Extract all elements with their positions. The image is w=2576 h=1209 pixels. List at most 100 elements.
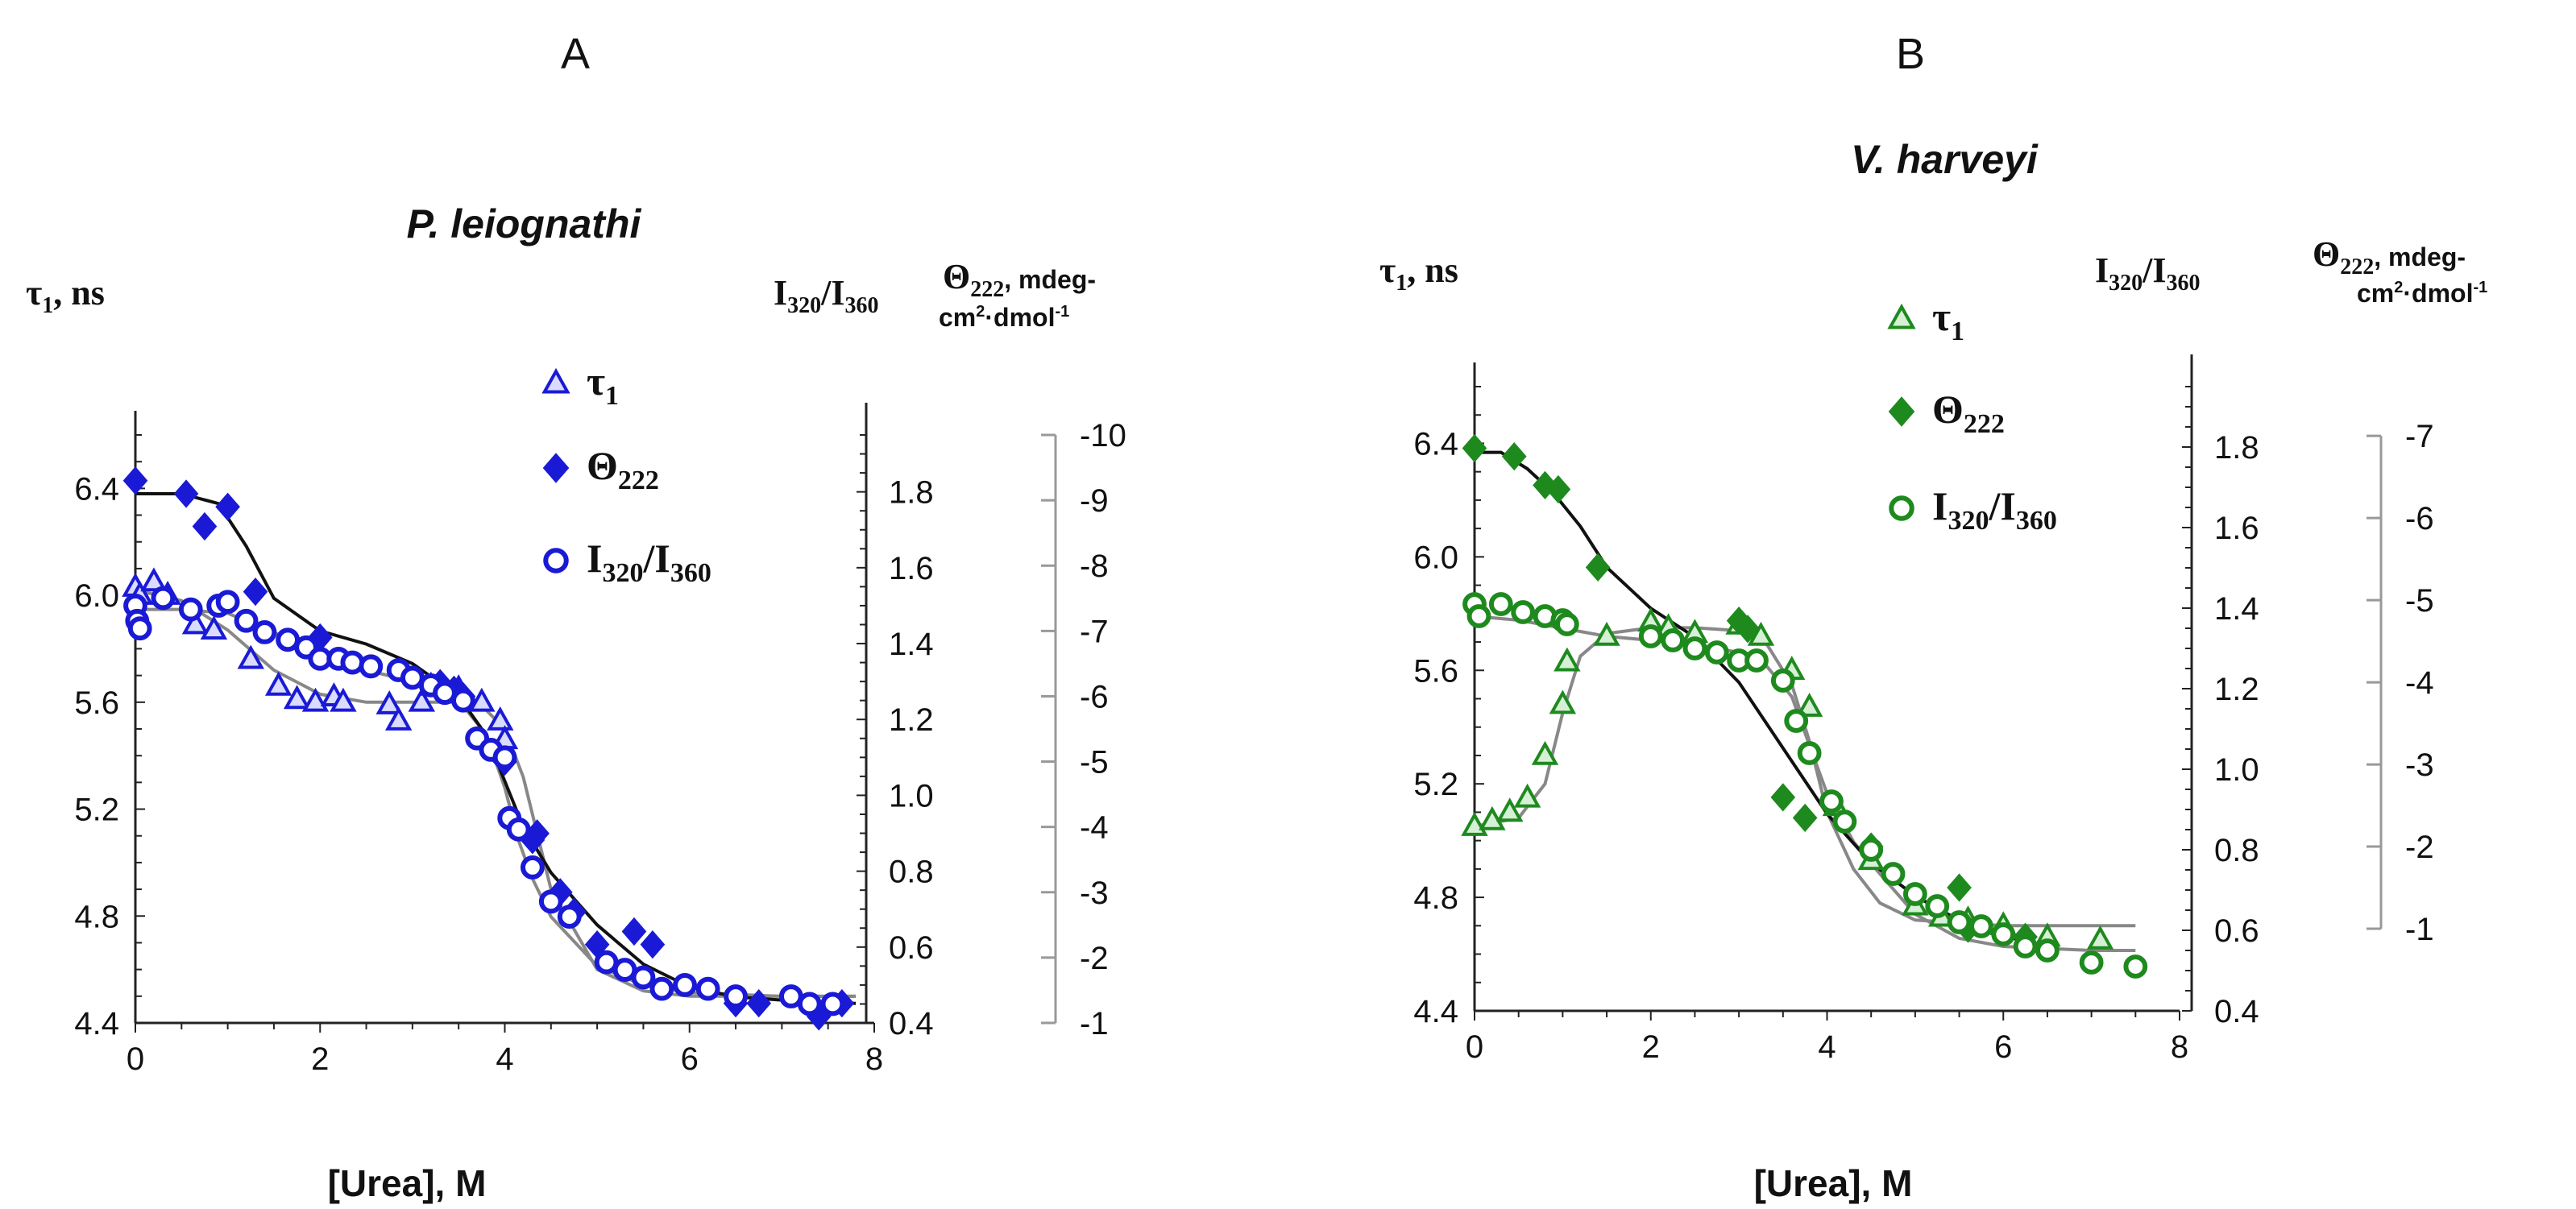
panel-b-point-circle — [1704, 640, 1729, 665]
y-axis-label-right2-a-line2: cm2·dmol-1 — [939, 303, 1069, 332]
panel-b-legend-label: Θ222 — [1932, 387, 2005, 439]
panel-b-point-diamond — [1770, 783, 1796, 812]
panel-b-y-right1-tick-label: 1.2 — [2214, 672, 2259, 707]
panel-a-y-left-tick-label: 5.2 — [74, 793, 119, 828]
legend-a: τ1 Θ222 I320/I360 — [541, 358, 711, 588]
panel-b-y-right2-tick-label: -1 — [2405, 912, 2434, 947]
panel-b-point-triangle — [1496, 797, 1524, 822]
panel-a-legend-label: τ1 — [587, 358, 619, 411]
chart-title-a: P. leiognathi — [407, 201, 642, 246]
panel-a-fit-tau — [135, 588, 857, 998]
panel-a-point-circle — [520, 855, 545, 880]
panel-a-y-left-tick-label: 5.6 — [74, 685, 119, 721]
panel-b-y-left-tick-label: 5.2 — [1413, 767, 1458, 802]
panel-b-y-right1-tick-label: 0.4 — [2214, 994, 2259, 1029]
panel-b-y-right1-tick-label: 1.4 — [2214, 591, 2259, 627]
panel-a-point-diamond — [192, 511, 218, 541]
panel-a-point-circle — [797, 992, 822, 1016]
panel-b-point-circle — [2079, 950, 2104, 975]
panel-a-y-right1-tick-label: 0.6 — [889, 930, 934, 966]
panel-a-y-right2-tick-label: -6 — [1080, 679, 1109, 714]
panel-b-point-triangle — [1593, 621, 1620, 646]
panel-a-point-circle — [252, 620, 277, 644]
panel-b-point-circle — [1832, 809, 1857, 834]
panel-b-point-circle — [1819, 789, 1844, 814]
y-axis-label-right2-a: Θ222, mdeg- — [943, 257, 1096, 302]
panel-a-x-tick-label: 4 — [496, 1041, 513, 1077]
panel-a-y-right2-tick-label: -8 — [1080, 549, 1109, 584]
panel-b-y-right2-tick-label: -7 — [2405, 419, 2434, 454]
panel-b-legend-label: I320/I360 — [1932, 483, 2057, 536]
panel-a-y-right1-tick-label: 1.6 — [889, 551, 934, 586]
panel-a-y-right2-tick-label: -3 — [1080, 876, 1109, 911]
panel-b-x-tick-label: 0 — [1466, 1029, 1483, 1065]
panel-b-y-right2-tick-label: -6 — [2405, 501, 2434, 536]
panel-b-y-right2-tick-label: -5 — [2405, 583, 2434, 619]
panel-b-y-right2-tick-label: -4 — [2405, 665, 2434, 701]
panel-a-y-right1-tick-label: 0.4 — [889, 1006, 934, 1041]
panel-a-point-triangle — [140, 567, 168, 592]
panel-b-point-circle — [1784, 709, 1809, 733]
panel-a-point-triangle — [330, 687, 357, 712]
panel-b-y-right2-tick-label: -2 — [2405, 830, 2434, 865]
panel-a-y-right2-tick-label: -7 — [1080, 614, 1109, 649]
panel-a-x-tick-label: 2 — [311, 1041, 329, 1077]
y-axis-label-left-a: τ1, ns — [26, 273, 105, 318]
panel-a-point-circle — [127, 616, 152, 641]
x-axis-label-a: [Urea], M — [328, 1162, 487, 1204]
panel-b-point-circle — [1881, 862, 1906, 886]
panel-b-point-diamond — [1533, 470, 1558, 499]
panel-b-point-triangle — [1531, 740, 1559, 765]
panel-a-point-diamond — [640, 930, 666, 959]
panel-b-y-right1-tick-label: 0.6 — [2214, 913, 2259, 949]
panel-b-point-circle — [1638, 624, 1663, 648]
panel-b-legend-marker — [1889, 495, 1914, 521]
panel-a-point-triangle — [264, 671, 292, 696]
panel-a-point-circle — [649, 976, 674, 1001]
panel-b-point-circle — [1682, 636, 1707, 660]
panel-a-point-triangle — [237, 644, 264, 669]
panel-a-x-tick-label: 6 — [681, 1041, 699, 1077]
panel-b-point-circle — [1770, 669, 1795, 693]
panel-a-point-circle — [492, 745, 517, 770]
panel-a-legend-label: Θ222 — [587, 443, 659, 495]
panel-a-legend-label: I320/I360 — [587, 536, 711, 588]
panel-b-point-circle — [1488, 592, 1513, 616]
panel-a-point-circle — [673, 973, 697, 997]
panel-a-point-diamond — [746, 989, 772, 1018]
panel-a-y-right2-tick-label: -2 — [1080, 941, 1109, 976]
panel-b-legend-marker — [1888, 396, 1915, 427]
panel-b-point-circle — [1511, 600, 1536, 624]
panel-b-point-circle — [2035, 938, 2060, 963]
panel-a-y-right1-tick-label: 1.2 — [889, 702, 934, 738]
panel-b-point-diamond — [1462, 433, 1487, 463]
x-axis-label-b: [Urea], M — [1754, 1162, 1913, 1204]
panel-a-legend-marker — [541, 367, 570, 394]
panel-a-point-diamond — [215, 492, 240, 521]
panel-a-point-diamond — [122, 466, 148, 495]
panel-b-y-right1-tick-label: 1.6 — [2214, 511, 2259, 546]
panel-a-y-right1-tick-label: 1.8 — [889, 475, 934, 511]
y-axis-label-left-b: τ1, ns — [1379, 250, 1458, 296]
panel-b-point-triangle — [1513, 783, 1541, 808]
panel-a-y-right2-tick-label: -1 — [1080, 1006, 1109, 1041]
panel-letter-b: B — [1896, 30, 1925, 78]
panel-b-point-circle — [2013, 934, 2038, 959]
panel-b-point-triangle — [1747, 621, 1775, 646]
panel-a-y-right2-tick-label: -5 — [1080, 745, 1109, 780]
panel-a-x-tick-label: 0 — [127, 1041, 144, 1077]
panel-a-point-circle — [340, 650, 365, 675]
panel-b-point-circle — [1466, 604, 1491, 628]
y-axis-label-right2-b: Θ222, mdeg- — [2313, 234, 2466, 279]
panel-a-point-triangle — [487, 706, 514, 731]
panel-b-fit-tau — [1474, 626, 2136, 928]
panel-a-point-circle — [695, 976, 720, 1001]
panel-b-point-triangle — [2086, 925, 2114, 950]
panel-b-point-circle — [1859, 838, 1884, 862]
panel-b-y-left-tick-label: 6.4 — [1413, 426, 1458, 462]
panel-b-y-left-tick-label: 4.4 — [1413, 994, 1458, 1029]
panel-a-point-circle — [506, 817, 531, 842]
panel-b-point-circle — [1991, 922, 2016, 946]
panel-b-y-right1-tick-label: 1.8 — [2214, 430, 2259, 466]
